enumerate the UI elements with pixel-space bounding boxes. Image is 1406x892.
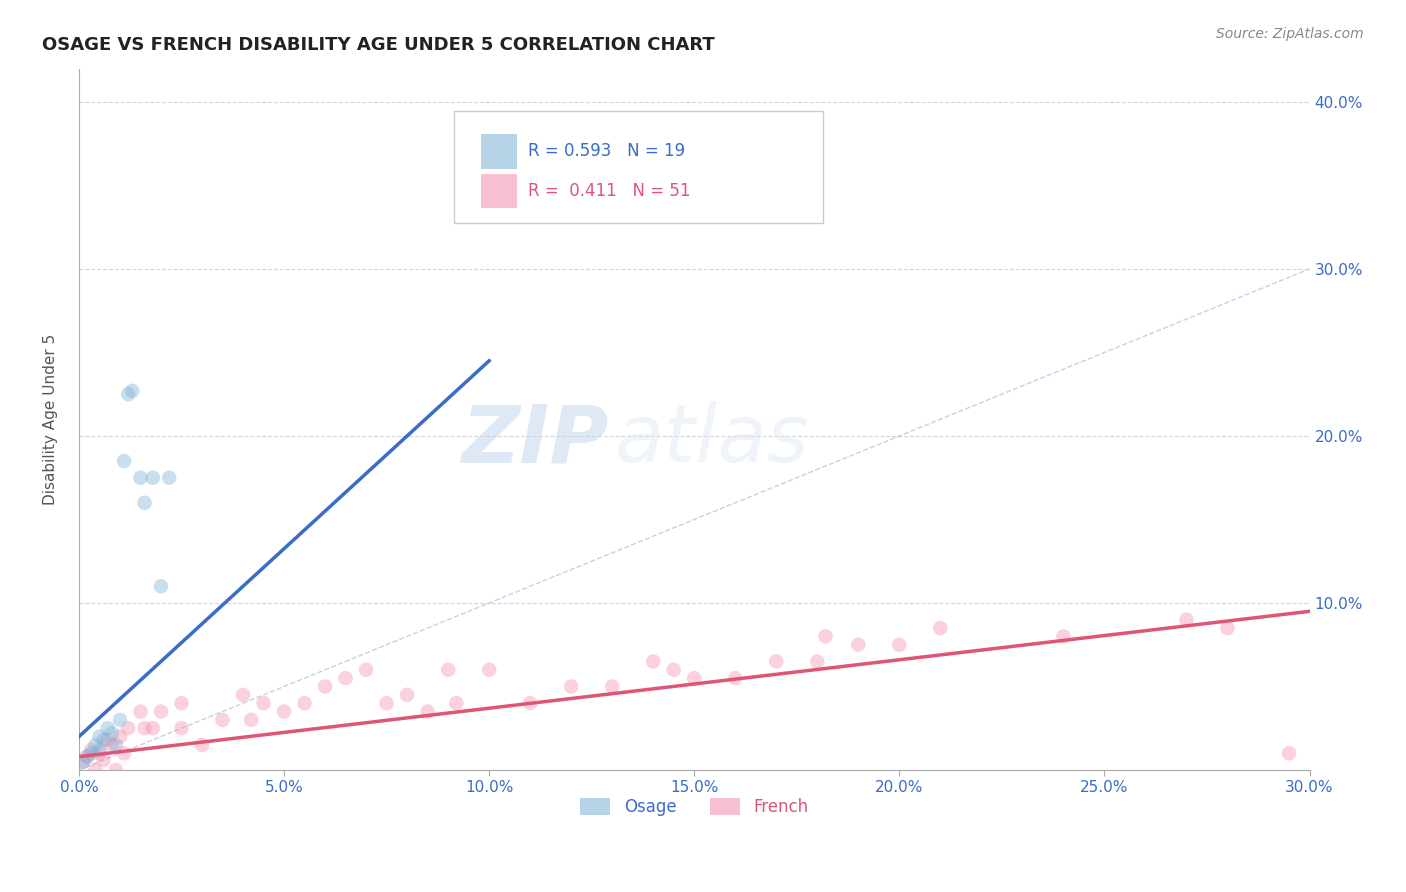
Point [100,726,122,740]
Point [129,705,152,719]
Point [662,663,685,677]
Point [170,721,193,735]
Point [134,496,156,510]
Point [600,680,623,694]
Y-axis label: Disability Age Under 5: Disability Age Under 5 [44,334,58,505]
Point [273,705,295,719]
Point [93,753,115,767]
Point [416,705,439,719]
Point [89,743,111,757]
Point [846,638,869,652]
Point [354,663,377,677]
Text: R = 0.593   N = 19: R = 0.593 N = 19 [529,143,685,161]
FancyBboxPatch shape [454,111,824,223]
Text: Source: ZipAtlas.com: Source: ZipAtlas.com [1216,27,1364,41]
Point [104,763,127,777]
Point [889,638,911,652]
Point [437,663,460,677]
Legend: Osage, French: Osage, French [572,790,817,825]
Point [117,387,139,401]
Point [157,471,180,485]
Point [683,671,706,685]
Point [478,663,501,677]
Point [134,721,156,735]
Point [232,688,254,702]
Text: OSAGE VS FRENCH DISABILITY AGE UNDER 5 CORRELATION CHART: OSAGE VS FRENCH DISABILITY AGE UNDER 5 C… [42,36,714,54]
Point [97,721,120,735]
Point [170,696,193,710]
Point [129,471,152,485]
FancyBboxPatch shape [481,174,516,208]
Point [335,671,357,685]
Point [121,384,143,398]
Point [806,655,828,669]
Point [1278,747,1301,761]
Point [211,713,233,727]
Point [252,696,274,710]
Point [929,621,952,635]
Point [240,713,263,727]
Point [446,696,468,710]
Point [1052,629,1074,643]
Text: R =  0.411   N = 51: R = 0.411 N = 51 [529,182,690,200]
Point [93,733,115,747]
Point [150,579,173,593]
Point [112,747,135,761]
Point [76,749,98,764]
Text: atlas: atlas [614,401,808,479]
Point [72,755,94,769]
Point [375,696,398,710]
Point [142,471,165,485]
Point [84,763,107,777]
Point [314,680,336,694]
Point [560,680,582,694]
Point [1175,613,1198,627]
Point [76,749,98,764]
Point [519,696,541,710]
Point [100,738,122,752]
Point [765,655,787,669]
Point [97,733,120,747]
Point [142,721,165,735]
Point [108,713,131,727]
Point [108,730,131,744]
Point [72,755,94,769]
Point [89,730,111,744]
Point [150,705,173,719]
FancyBboxPatch shape [481,135,516,168]
Point [396,688,419,702]
Point [80,743,103,757]
Point [294,696,316,710]
Point [84,738,107,752]
Point [814,629,837,643]
Point [117,721,139,735]
Point [80,747,103,761]
Point [643,655,665,669]
Point [1216,621,1239,635]
Text: ZIP: ZIP [461,401,609,479]
Point [89,747,111,761]
Point [112,454,135,468]
Point [191,738,214,752]
Point [724,671,747,685]
Point [104,738,127,752]
